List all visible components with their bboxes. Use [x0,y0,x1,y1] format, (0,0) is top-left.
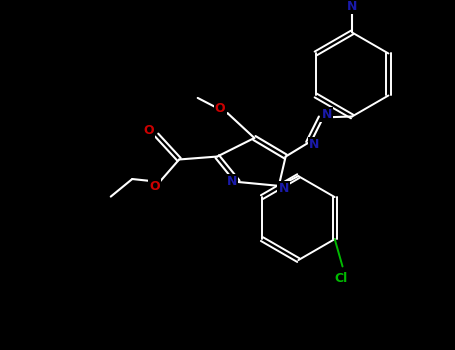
Text: N: N [309,138,319,151]
Text: O: O [215,102,226,115]
Text: N: N [278,182,289,195]
Text: N: N [347,0,357,13]
Text: Cl: Cl [334,272,347,285]
Text: N: N [227,175,237,188]
Text: O: O [143,124,154,136]
Text: N: N [322,108,332,121]
Text: O: O [149,180,160,193]
